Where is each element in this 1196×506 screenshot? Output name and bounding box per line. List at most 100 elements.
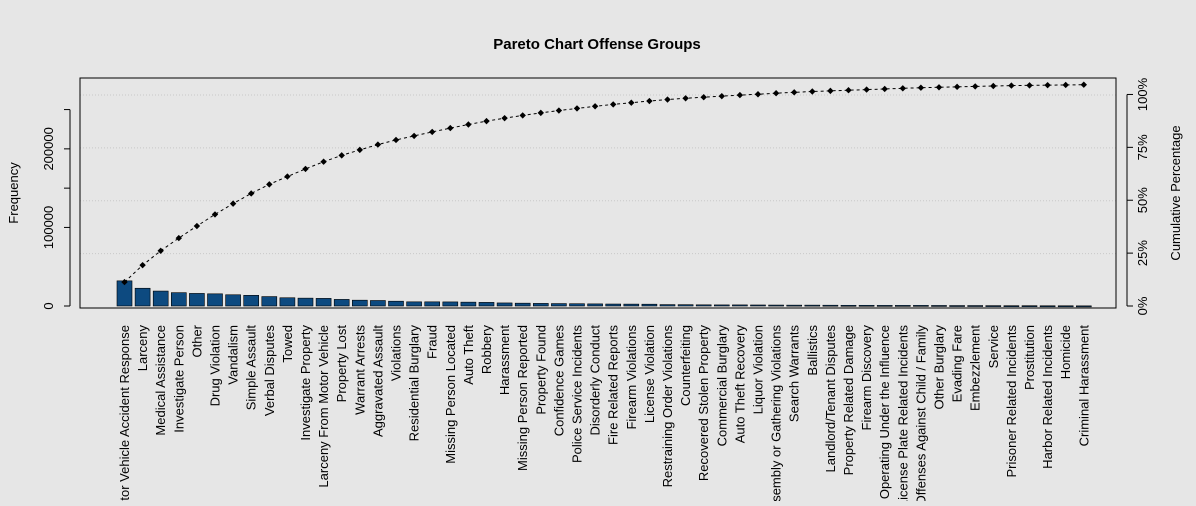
bar: [587, 303, 603, 307]
cumulative-point: [628, 99, 635, 106]
y2-tick-label: 100%: [1135, 77, 1150, 111]
bar: [822, 304, 839, 307]
cumulative-point: [899, 85, 906, 92]
bar: [189, 293, 205, 307]
bar: [695, 304, 712, 307]
x-category-label: Homicide: [1058, 325, 1073, 379]
y-tick-label: 0: [41, 302, 56, 309]
bars: [116, 280, 1092, 308]
x-category-label: Auto Theft Recovery: [732, 325, 747, 444]
cumulative-point: [809, 88, 816, 95]
cumulative-point: [157, 247, 164, 254]
x-category-label: Assembly or Gathering Violations: [769, 325, 784, 501]
x-category-label: Prisoner Related Incidents: [1004, 325, 1019, 478]
bar: [1076, 305, 1092, 308]
cumulative-point: [356, 146, 363, 154]
cumulative-point: [1026, 82, 1033, 89]
bar: [985, 305, 1002, 307]
x-category-label: Warrant Arrests: [352, 325, 367, 415]
x-category-label: Confidence Games: [551, 325, 566, 437]
cumulative-point: [845, 87, 852, 94]
cumulative-point: [410, 132, 418, 140]
cumulative-point: [537, 109, 544, 117]
x-category-label: Medical Assistance: [153, 325, 168, 436]
x-category-label: Fraud: [425, 325, 440, 359]
bar: [1039, 305, 1056, 308]
x-category-label: Operating Under the Influence: [877, 325, 892, 499]
bar: [840, 304, 857, 307]
cumulative-point: [718, 92, 725, 100]
cumulative-point: [972, 83, 979, 90]
x-category-label: Liquor Violation: [751, 325, 766, 414]
x-category-label: Missing Person Located: [443, 325, 458, 464]
cumulative-point: [501, 114, 508, 122]
x-category-label: Firearm Violations: [624, 325, 639, 430]
cumulative-point: [682, 95, 689, 102]
x-category-label: Violations: [389, 325, 404, 382]
cumulative-point: [175, 234, 182, 242]
bar: [243, 295, 259, 307]
y2-axis: 0% 25% 50% 75% 100%: [1126, 77, 1150, 315]
cumulative-point: [791, 89, 798, 96]
bar: [677, 304, 694, 307]
cumulative-point: [990, 82, 997, 90]
cumulative-point: [1044, 81, 1051, 89]
bar: [442, 301, 459, 307]
x-axis-labels: Motor Vehicle Accident Response Larceny Me…: [117, 324, 1091, 506]
x-category-label: Investigate Person: [171, 325, 186, 433]
cumulative-point: [736, 91, 744, 99]
y2-tick-label: 50%: [1135, 187, 1150, 213]
y-tick-label: 100000: [41, 206, 56, 249]
bar: [424, 301, 441, 307]
cumulative-point: [229, 200, 237, 207]
bar: [406, 301, 422, 307]
x-category-label: Verbal Disputes: [262, 325, 277, 417]
bar: [804, 304, 821, 307]
x-category-label: Counterfeiting: [678, 325, 693, 406]
cumulative-point: [772, 89, 780, 97]
cumulative-point: [935, 84, 943, 91]
x-category-label: Other Burglary: [932, 325, 947, 410]
y2-axis-title: Cumulative Percentage: [1168, 125, 1183, 260]
cumulative-point: [121, 278, 128, 286]
cumulative-point: [573, 105, 581, 112]
cumulative-point: [519, 112, 526, 119]
x-category-label: Offenses Against Child / Family: [913, 325, 928, 501]
bar: [225, 294, 241, 307]
cumulative-point: [646, 97, 653, 105]
bar: [207, 293, 223, 307]
x-category-label: Recovered Stolen Property: [696, 325, 711, 482]
cumulative-points: [121, 81, 1087, 286]
bar: [514, 302, 531, 307]
x-category-label: Ballistics: [805, 325, 820, 376]
x-category-label: Towed: [280, 325, 295, 363]
y-axis: 0 100000 200000: [41, 109, 71, 310]
cumulative-point: [302, 165, 309, 173]
cumulative-point: [1080, 81, 1087, 88]
bar: [949, 305, 965, 307]
cumulative-point: [953, 83, 961, 91]
x-category-label: Property Found: [533, 325, 548, 415]
bar: [496, 302, 513, 307]
cumulative-point: [447, 124, 454, 132]
cumulative-point: [211, 211, 219, 218]
cumulative-point: [465, 121, 472, 128]
cumulative-point: [374, 141, 382, 148]
cumulative-point: [248, 190, 255, 197]
x-category-label: Missing Person Reported: [515, 325, 530, 471]
bar: [894, 305, 911, 307]
cumulative-point: [664, 96, 671, 103]
y2-tick-label: 0%: [1135, 296, 1150, 315]
bar: [333, 299, 350, 307]
x-category-label: Property Lost: [334, 325, 349, 403]
x-category-label: Drug Violation: [208, 325, 223, 406]
x-category-label: Evading Fare: [950, 325, 965, 402]
cumulative-point: [881, 85, 888, 93]
x-category-label: Prostitution: [1022, 325, 1037, 390]
x-category-label: Service: [986, 325, 1001, 368]
x-category-label: Landlord/Tenant Disputes: [823, 325, 838, 473]
bar: [315, 298, 332, 307]
